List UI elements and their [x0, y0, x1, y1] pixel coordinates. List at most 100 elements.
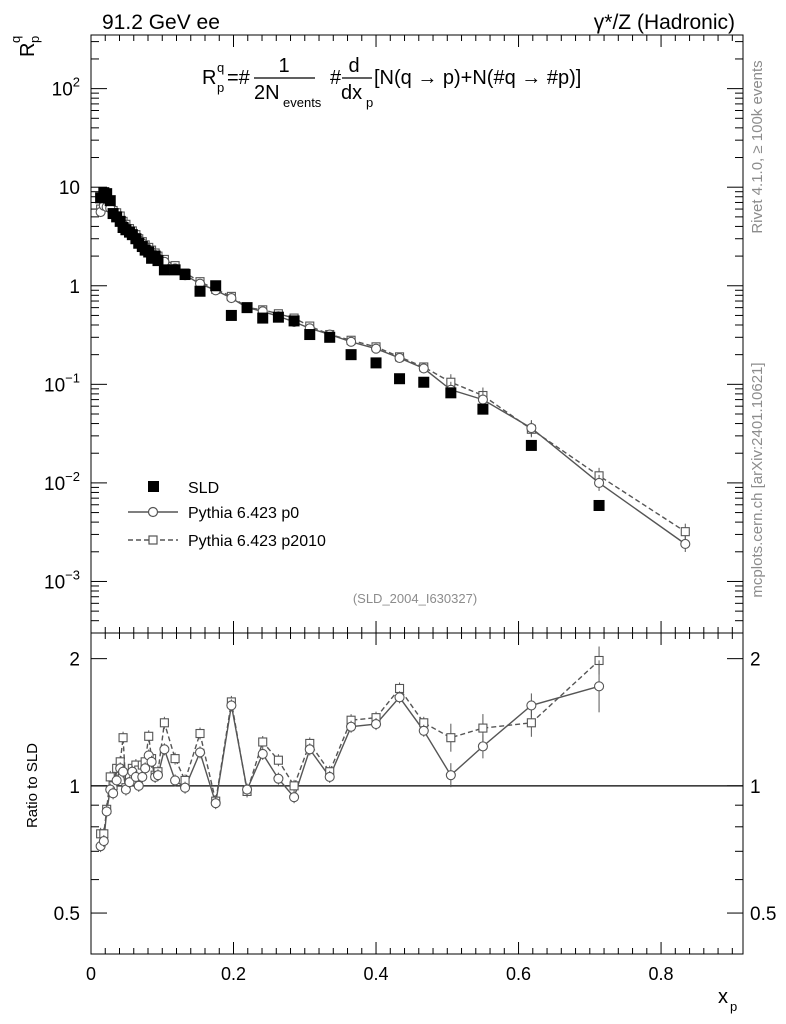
sld-point — [477, 403, 489, 415]
ratio-p0-point — [346, 721, 357, 732]
sld-point — [304, 329, 316, 341]
x-tick-label: 0.2 — [221, 964, 246, 984]
ratio-p0-point — [477, 741, 488, 752]
p2010-line — [99, 202, 686, 533]
ratio-p0-point — [152, 770, 164, 781]
formula-hash2: # — [330, 67, 342, 89]
sld-point — [418, 376, 430, 388]
p0-point — [526, 423, 537, 434]
y-tick-label-ratio-left: 0.5 — [54, 904, 80, 925]
x-tick-label: 0.4 — [364, 964, 389, 984]
legend-sld-label: SLD — [188, 480, 219, 497]
y-tick-label-ratio-right: 1 — [750, 777, 761, 798]
y-tick-label-main: 1 — [69, 277, 80, 298]
sld-point — [394, 373, 406, 385]
sld-point — [345, 349, 357, 361]
header-left: 91.2 GeV ee — [102, 11, 220, 34]
sld-point — [210, 280, 222, 292]
xlabel: x p — [718, 986, 737, 1014]
main-ylabel: R q p — [8, 36, 42, 57]
ratio-p2010-point — [118, 733, 128, 743]
sld-point — [143, 246, 155, 258]
sld-point — [445, 387, 457, 399]
sld-point — [101, 188, 113, 200]
formula-frac2-den: dx — [341, 82, 362, 104]
marks-layer — [95, 187, 691, 853]
ratio-p2010-point — [170, 754, 180, 764]
ratio-p0-point — [210, 798, 221, 809]
formula-frac2-den-sub: p — [366, 95, 373, 110]
xlabel-sub: p — [730, 999, 737, 1014]
ratio-p0-point — [140, 763, 151, 774]
p0-point — [226, 293, 237, 304]
legend: SLD Pythia 6.423 p0 Pythia 6.423 p2010 — [128, 480, 326, 550]
y-tick-label-main: 102 — [52, 75, 80, 101]
mcplots-label: mcplots.cern.ch [arXiv:2401.10621] — [749, 362, 766, 597]
y-tick-label-ratio-left: 2 — [69, 650, 80, 671]
main-ylabel-R: R — [17, 43, 39, 57]
ratio-p2010-point — [273, 755, 283, 765]
formula-lhs: R — [202, 67, 216, 89]
ratio-p0-point — [194, 747, 206, 758]
sld-point — [169, 264, 181, 276]
legend-p0-marker — [147, 506, 159, 518]
sld-point — [288, 315, 300, 327]
sld-point — [152, 255, 164, 267]
xlabel-x: x — [718, 986, 728, 1008]
formula-frac1-num: 1 — [278, 55, 289, 77]
ratio-p0-point — [124, 777, 135, 788]
sld-point — [272, 311, 284, 323]
ratio-p0-point — [118, 766, 129, 777]
analysis-id: (SLD_2004_I630327) — [353, 591, 477, 606]
p2010-point — [680, 527, 690, 537]
ratio-p0-point — [324, 771, 335, 782]
formula-frac1-den-sub: events — [283, 95, 322, 110]
sld-point — [158, 264, 170, 276]
x-tick-label: 0.8 — [649, 964, 674, 984]
ratio-ylabel: Ratio to SLD — [24, 743, 41, 828]
x-tick-label: 0.6 — [506, 964, 531, 984]
sld-point — [194, 285, 206, 297]
y-tick-label-main: 10 — [59, 178, 80, 199]
ratio-p2010-point — [144, 731, 154, 741]
p0-point — [418, 363, 429, 374]
y-tick-label-ratio-right: 2 — [750, 650, 761, 671]
formula: R q p =# 1 2N events # d dx p [N(q → p)+… — [202, 55, 581, 110]
ratio-p0-point — [257, 748, 268, 759]
ratio-p0-point — [98, 836, 109, 847]
sld-point — [257, 312, 269, 324]
p0-point — [594, 477, 605, 488]
ratio-p0-point — [304, 744, 315, 755]
ratio-p2010-point — [159, 718, 169, 728]
ratio-p2010-point — [446, 733, 456, 743]
p0-point — [346, 336, 357, 347]
formula-lhs-sub: p — [217, 80, 224, 95]
main-ylabel-sup: q — [8, 36, 23, 43]
rivet-label: Rivet 4.1.0, ≥ 100k events — [749, 60, 766, 233]
ratio-p0-point — [394, 692, 405, 703]
y-tick-label-main: 10−3 — [44, 567, 80, 593]
y-tick-label-ratio-left: 1 — [69, 777, 80, 798]
ratio-p0-point — [418, 725, 429, 736]
sld-point — [525, 439, 537, 451]
ratio-p2010-point — [478, 723, 488, 733]
ratio-p0-point — [146, 756, 157, 767]
ratio-p0-point — [594, 681, 605, 692]
formula-frac1-den: 2N — [254, 82, 280, 104]
sld-point — [324, 331, 336, 343]
x-tick-label: 0 — [86, 964, 96, 984]
y-tick-label-main: 10−2 — [44, 469, 80, 495]
sld-point — [593, 499, 605, 511]
legend-p2010-label: Pythia 6.423 p2010 — [188, 533, 326, 550]
ratio-p2010-point — [394, 683, 405, 694]
ratio-p2010-point — [195, 728, 205, 739]
formula-bracket: [N(q → p)+N(#q → #p)] — [374, 67, 581, 89]
ratio-p0-point — [111, 775, 122, 786]
formula-lhs-sup: q — [217, 60, 224, 75]
ratio-p0-point — [273, 773, 284, 784]
ratio-p0-point — [180, 782, 191, 793]
ratio-p0-point — [159, 744, 170, 755]
ratio-p2010-point — [526, 718, 536, 728]
header-right: γ*/Z (Hadronic) — [594, 11, 735, 34]
